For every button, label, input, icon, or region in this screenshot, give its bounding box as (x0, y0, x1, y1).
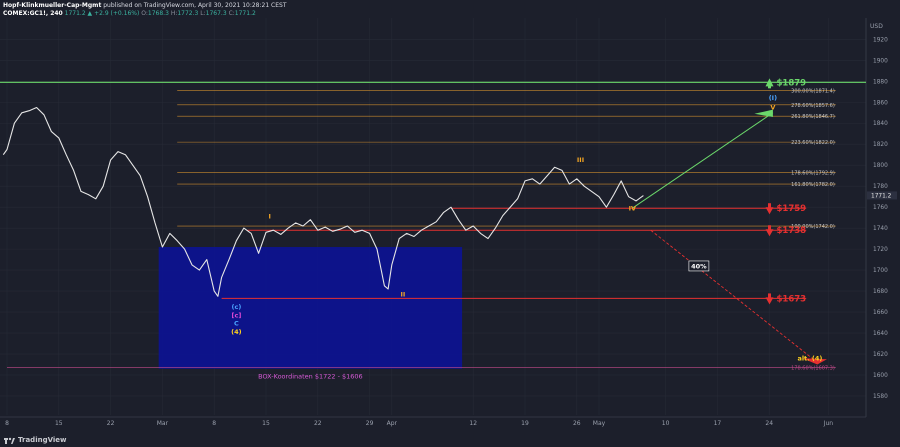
projection-down-arrowhead (802, 358, 827, 365)
projection-up-arrowhead (754, 109, 773, 117)
price-series-line (2, 106, 644, 297)
price-level-marker: $1738 (765, 225, 807, 237)
price-tick-label: 1620 (873, 352, 888, 358)
last-price-badge (867, 191, 897, 200)
price-tick-label: 1700 (873, 268, 888, 274)
arrow-down-icon-stem (768, 203, 771, 209)
time-tick-label: 17 (714, 420, 722, 427)
price-level-marker: $1879 (765, 78, 807, 89)
arrow-down-icon-stem (768, 293, 771, 299)
chart-header-line2: COMEX:GC1!, 240 1771.2 ▲ +2.9 (+0.16%) O… (3, 10, 256, 17)
price-level-label: $1673 (777, 294, 807, 304)
time-tick-label: 26 (573, 420, 581, 427)
last-price-label: 1771.2 (871, 194, 892, 200)
price-level-label: $1879 (777, 78, 807, 88)
time-tick-label: Jun (823, 420, 834, 427)
fib-level-label: 223.60%(1822.0) (791, 140, 835, 146)
price-tick-label: 1720 (873, 247, 888, 253)
time-tick-label: Apr (387, 420, 398, 427)
arrow-down-icon (765, 207, 774, 215)
time-tick-label: May (593, 420, 606, 427)
wave-label: I (268, 213, 270, 221)
fib-level-label: 100.00%(1742.0) (791, 224, 835, 230)
fib-level-label: 161.80%(1782.0) (791, 182, 835, 188)
ohlc-low: 1767.3 (205, 10, 227, 17)
price-tick-label: 1740 (873, 226, 888, 232)
tradingview-logo-icon (4, 437, 15, 444)
time-tick-label: 29 (366, 420, 374, 427)
retracement-label: 40% (691, 262, 707, 270)
price-tick-label: 1920 (873, 37, 888, 43)
wave-label: III (577, 156, 584, 164)
arrow-up-icon (765, 78, 774, 87)
time-tick-label: 24 (765, 420, 773, 427)
fib-level-label: 300.00%(1871.4) (791, 88, 835, 94)
time-tick-label: 8 (212, 420, 216, 427)
wave-label: (c) (232, 303, 242, 311)
publish-info: published on TradingView.com, April 30, … (103, 2, 287, 9)
symbol-label[interactable]: COMEX:GC1!, 240 (3, 10, 63, 17)
time-tick-label: 15 (55, 420, 63, 427)
projection-down-arrow (650, 229, 818, 363)
retracement-badge (688, 260, 710, 272)
ohlc-high: 1772.3 (177, 10, 199, 17)
price-tick-label: 1600 (873, 373, 888, 379)
wave-label: V (770, 104, 775, 112)
time-tick-label: 8 (5, 420, 9, 427)
wave-label: (4) (231, 328, 241, 336)
wave-label: [c] (232, 311, 242, 319)
wave-label: II (400, 290, 405, 298)
price-tick-label: 1800 (873, 163, 888, 169)
tradingview-brand-label: TradingView (18, 436, 67, 444)
price-level-marker: $1673 (765, 293, 807, 305)
fib-level-label: 178.60%(1792.9) (791, 171, 835, 177)
wave-label: alt. (4) (797, 354, 822, 362)
fib-level-label: 278.60%(1857.6) (791, 103, 835, 109)
time-tick-label: 22 (107, 420, 115, 427)
box-coordinates-area (158, 247, 463, 369)
price-tick-label: 1880 (873, 79, 888, 85)
time-tick-label: Mar (157, 420, 169, 427)
price-change: 1771.2 ▲ +2.9 (+0.16%) (64, 10, 140, 17)
fib-level-label: 261.80%(1846.7) (791, 114, 835, 120)
author-name[interactable]: Hopf-Klinkmueller-Cap-Mgmt (3, 2, 102, 9)
price-tick-label: 1840 (873, 121, 888, 127)
price-axis-currency: USD (870, 23, 883, 30)
arrow-down-icon (765, 229, 774, 237)
wave-label: IV (629, 204, 636, 212)
time-tick-label: 22 (314, 420, 322, 427)
arrow-up-icon-stem (768, 84, 771, 89)
price-tick-label: 1780 (873, 184, 888, 190)
chart-header-line1: Hopf-Klinkmueller-Cap-Mgmt published on … (3, 2, 287, 9)
price-tick-label: 1760 (873, 205, 888, 211)
price-tick-label: 1660 (873, 310, 888, 316)
time-tick-label: 19 (521, 420, 529, 427)
ohlc-close: 1771.2 (234, 10, 256, 17)
wave-label: (I) (769, 94, 777, 102)
fib-level-label: 178.60%(1607.3) (791, 365, 835, 371)
ohlc-open: 1768.3 (147, 10, 169, 17)
time-tick-label: 15 (262, 420, 270, 427)
time-tick-label: 12 (469, 420, 477, 427)
box-coordinates-label: BOX-Koordinaten $1722 - $1606 (258, 373, 363, 381)
footer-brand[interactable]: TradingView (4, 436, 67, 444)
price-tick-label: 1900 (873, 58, 888, 64)
price-tick-label: 1640 (873, 331, 888, 337)
arrow-down-icon-stem (768, 225, 771, 231)
price-tick-label: 1820 (873, 142, 888, 148)
price-level-marker: $1759 (765, 203, 807, 215)
price-level-label: $1759 (777, 204, 807, 214)
price-level-label: $1738 (777, 226, 807, 236)
price-tick-label: 1860 (873, 100, 888, 106)
wave-label: C (234, 320, 239, 328)
time-tick-label: 10 (662, 420, 670, 427)
projection-up-arrow (632, 112, 774, 209)
arrow-down-icon (765, 297, 774, 305)
price-tick-label: 1580 (873, 394, 888, 400)
price-tick-label: 1680 (873, 289, 888, 295)
